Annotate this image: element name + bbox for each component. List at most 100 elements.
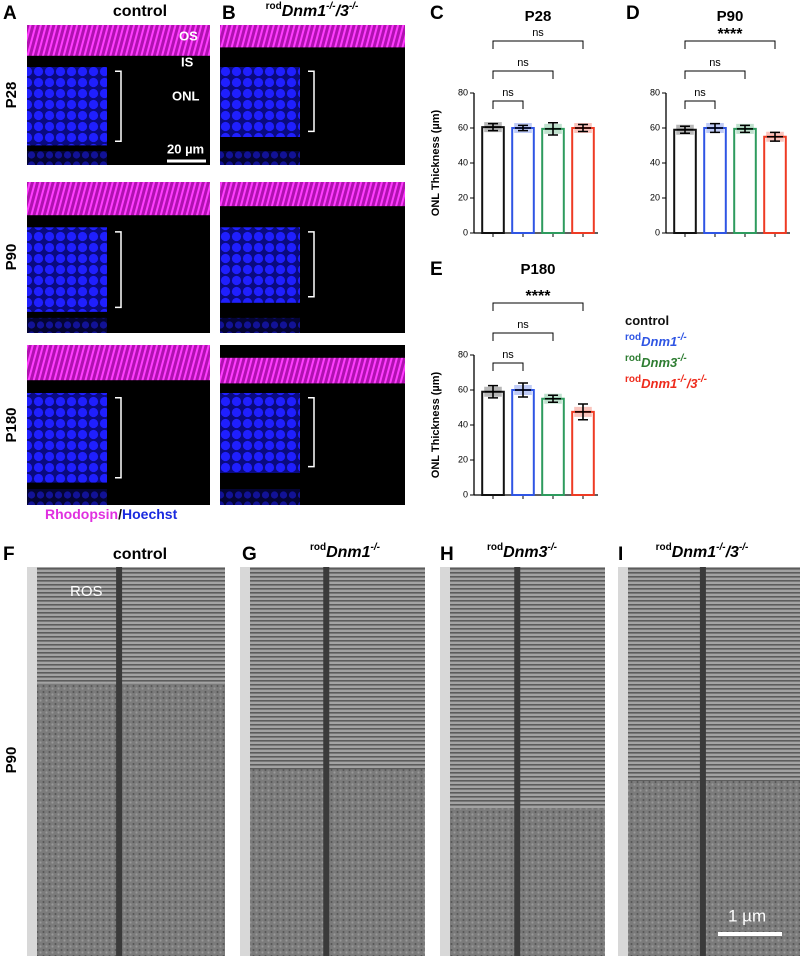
error-bar [515, 124, 531, 132]
bar [511, 127, 535, 234]
error-bar [575, 403, 591, 421]
y-tick-label: 60 [458, 384, 468, 394]
gene: Dnm1 [641, 334, 677, 349]
error-bar [485, 122, 501, 132]
significance-label: ns [709, 57, 721, 69]
os-layer [27, 25, 210, 56]
bar-group [703, 122, 727, 234]
y-axis-label: ONL Thickness (µm) [430, 109, 442, 216]
onl-layer [220, 393, 300, 473]
y-tick-label: 20 [458, 192, 468, 202]
onl-layer [220, 67, 300, 137]
superscript: rod [625, 374, 641, 385]
bar [763, 135, 787, 234]
bar-group [481, 384, 505, 496]
genotype: -/- [326, 1, 336, 12]
legend-entry: rodDnm1-/-/3-/- [625, 374, 708, 391]
em-cytoplasm [27, 683, 225, 956]
em-gap [116, 567, 123, 956]
legend-entry: rodDnm1-/- [625, 332, 687, 349]
onl-layer [27, 393, 107, 483]
genotype: -/- [677, 332, 687, 343]
genotype: -/- [739, 542, 749, 553]
significance-bracket [492, 332, 554, 341]
superscript: rod [266, 1, 282, 12]
genotype: -/- [371, 542, 381, 553]
y-tick-label: 40 [458, 157, 468, 167]
em-gap [514, 567, 521, 956]
panel-title: rodDnm1-/-/3-/- [656, 542, 749, 561]
significance-label: **** [718, 26, 744, 43]
y-tick-label: 80 [650, 87, 660, 97]
error-bar [575, 123, 591, 133]
genotype: -/- [548, 542, 558, 553]
em-cytoplasm [440, 808, 605, 956]
inl-layer [220, 317, 300, 333]
os-layer [220, 25, 405, 48]
gene: /3 [725, 544, 739, 561]
y-tick-label: 80 [458, 349, 468, 359]
genotype: -/- [677, 353, 687, 364]
os-layer [27, 345, 210, 381]
image-label: IS [181, 54, 194, 69]
panel-label: E [430, 259, 443, 280]
bar [511, 389, 535, 496]
significance-label: ns [694, 87, 706, 99]
y-axis-label: ONL Thickness (µm) [430, 371, 442, 478]
legend-text: control [625, 313, 669, 328]
em-gap [440, 567, 450, 956]
bar-group [511, 382, 535, 496]
bar-group [673, 124, 697, 234]
superscript: rod [487, 542, 503, 553]
y-tick-label: 80 [458, 87, 468, 97]
image-label: ONL [172, 88, 200, 103]
legend-entry: rodDnm3-/- [625, 353, 687, 370]
em-gap [323, 567, 330, 956]
gene: /3 [335, 3, 349, 20]
gene: Dnm1 [641, 376, 677, 391]
chart-title: P28 [525, 8, 552, 25]
bar-group [481, 122, 505, 234]
stain: Hoechst [122, 506, 178, 522]
y-tick-label: 40 [650, 157, 660, 167]
scale-label: 20 µm [167, 141, 204, 156]
significance-bracket [492, 100, 524, 109]
image-label: ROS [70, 583, 103, 600]
em-cytoplasm [240, 769, 425, 956]
row-label: P90 [3, 747, 20, 774]
stain-label: Rhodopsin/Hoechst [45, 506, 178, 522]
bar-group [541, 393, 565, 496]
error-bar [677, 125, 693, 135]
panel-title: control [113, 3, 167, 20]
legend-entry: control [625, 313, 669, 328]
genotype: -/- [716, 542, 726, 553]
significance-bracket [492, 302, 584, 311]
bar-group [571, 123, 595, 234]
image-label: OS [179, 28, 198, 43]
significance-bracket [492, 40, 584, 49]
significance-label: **** [526, 288, 552, 305]
gene: Dnm1 [326, 544, 371, 561]
em-gap [618, 567, 628, 956]
onl-layer [27, 67, 107, 146]
bar [541, 397, 565, 496]
significance-label: ns [502, 87, 514, 99]
y-tick-label: 20 [650, 192, 660, 202]
gene: Dnm3 [503, 544, 548, 561]
significance-bracket [492, 70, 554, 79]
significance-bracket [492, 362, 524, 371]
significance-bracket [684, 70, 746, 79]
significance-label: ns [517, 57, 529, 69]
panel-label: A [3, 3, 17, 24]
panel-title: rodDnm3-/- [487, 542, 558, 561]
error-bar [737, 124, 753, 134]
inl-layer [220, 489, 300, 505]
inl-layer [27, 151, 107, 165]
os-layer [27, 182, 210, 216]
onl-bracket [308, 70, 315, 133]
em-gap [240, 567, 250, 956]
y-tick-label: 40 [458, 419, 468, 429]
inl-layer [220, 151, 300, 165]
bar [481, 390, 505, 496]
stain: Rhodopsin [45, 506, 118, 522]
